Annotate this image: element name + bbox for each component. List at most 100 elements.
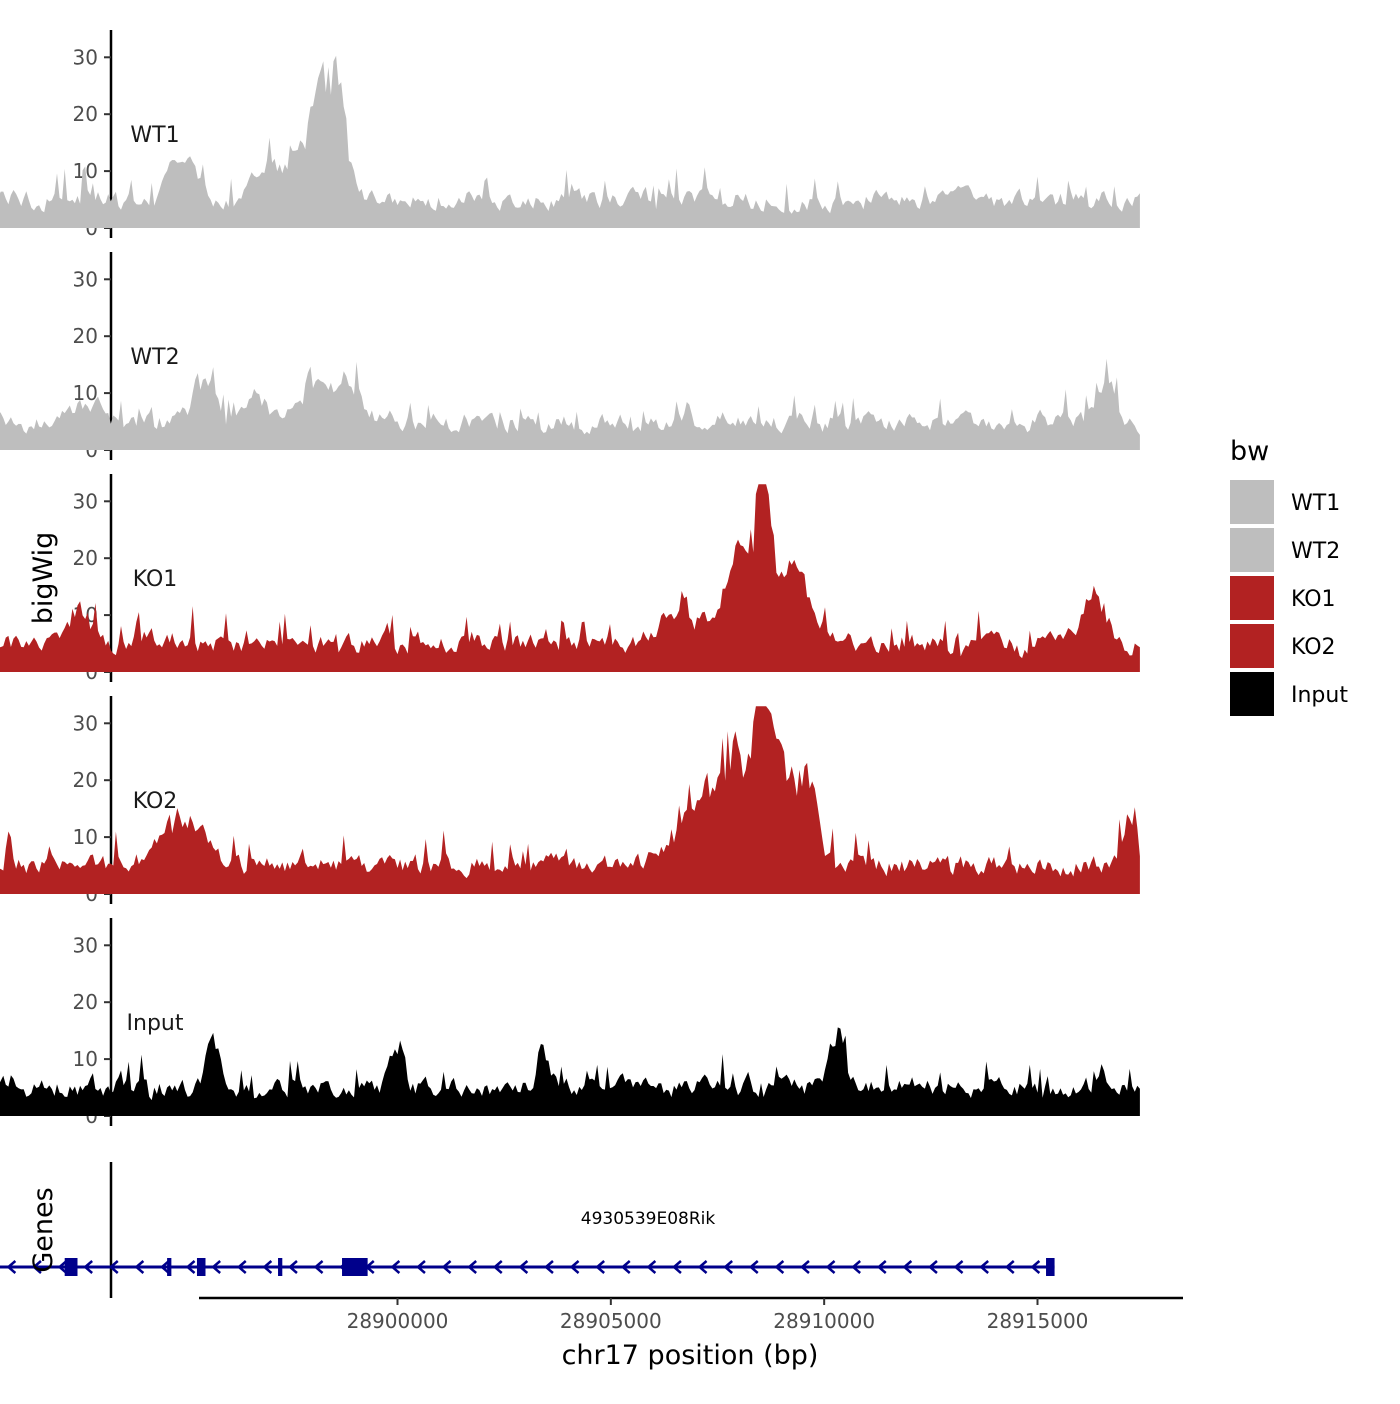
strand-arrow — [467, 1260, 477, 1274]
legend-swatch-input — [1230, 672, 1274, 716]
panel-input: 0102030Input — [0, 918, 1140, 1128]
strand-arrow — [544, 1260, 554, 1274]
strand-arrow — [569, 1260, 580, 1274]
legend-label-ko1: KO1 — [1291, 587, 1336, 612]
strand-arrow — [185, 1260, 196, 1274]
strand-arrow — [441, 1260, 452, 1274]
strand-arrow — [83, 1260, 93, 1274]
strand-arrow — [979, 1260, 989, 1274]
strand-arrow — [800, 1260, 810, 1274]
y-tick-label: 30 — [73, 711, 98, 735]
y-tick-label: 20 — [73, 990, 98, 1014]
legend-swatch-ko1 — [1230, 576, 1274, 620]
panel-ko2: 0102030KO2 — [0, 696, 1140, 906]
strand-arrow — [57, 1260, 68, 1274]
panel-wt2: 0102030WT2 — [0, 252, 1140, 462]
strand-arrow — [492, 1260, 503, 1274]
y-tick-label: 20 — [73, 102, 98, 126]
x-axis-title: chr17 position (bp) — [562, 1340, 819, 1371]
strand-arrow — [236, 1260, 247, 1274]
gene-exon — [196, 1258, 206, 1276]
legend-title: bw — [1230, 436, 1269, 467]
strand-arrow — [902, 1260, 913, 1274]
strand-arrow — [748, 1260, 759, 1274]
signal-area-ko2 — [0, 706, 1140, 894]
gene-exon — [167, 1258, 172, 1276]
strand-arrow — [1030, 1260, 1041, 1274]
x-tick-label: 28905000 — [560, 1309, 662, 1333]
signal-area-wt1 — [0, 55, 1140, 228]
track-label-ko2: KO2 — [133, 789, 178, 814]
y-tick-label: 30 — [73, 267, 98, 291]
y-axis-title: bigWig — [28, 532, 59, 625]
strand-arrow — [160, 1260, 170, 1274]
legend-swatch-ko2 — [1230, 624, 1274, 668]
y-tick-label: 10 — [73, 825, 98, 849]
legend-label-input: Input — [1291, 683, 1348, 708]
strand-arrow — [108, 1260, 119, 1274]
gene-panel: 4930539E08Rik — [0, 1162, 1055, 1298]
strand-arrow — [518, 1260, 529, 1274]
y-tick-label: 10 — [73, 1047, 98, 1071]
strand-arrow — [339, 1260, 349, 1274]
gene-exon — [342, 1258, 368, 1276]
strand-arrow — [928, 1260, 938, 1274]
strand-arrow — [364, 1260, 375, 1274]
y-tick-label: 10 — [73, 381, 98, 405]
strand-arrow — [134, 1260, 145, 1274]
strand-arrow — [620, 1260, 631, 1274]
x-tick-label: 28915000 — [987, 1309, 1089, 1333]
x-tick-label: 28910000 — [773, 1309, 875, 1333]
y-tick-label: 30 — [73, 45, 98, 69]
gene-exon — [1046, 1258, 1055, 1276]
strand-arrow — [262, 1260, 273, 1274]
strand-arrow — [313, 1260, 324, 1274]
genes-axis-title: Genes — [28, 1187, 59, 1272]
gene-body — [0, 1258, 1055, 1276]
strand-arrow — [723, 1260, 733, 1274]
strand-arrow — [876, 1260, 887, 1274]
gene-name-label: 4930539E08Rik — [581, 1209, 716, 1229]
track-label-wt2: WT2 — [130, 345, 179, 370]
strand-arrow — [32, 1260, 42, 1274]
strand-arrow — [825, 1260, 836, 1274]
signal-area-wt2 — [0, 358, 1140, 450]
gene-exon — [278, 1258, 283, 1276]
strand-arrow — [211, 1260, 221, 1274]
strand-arrow — [697, 1260, 708, 1274]
signal-panels: 0102030WT10102030WT20102030KO10102030KO2… — [0, 30, 1140, 1128]
strand-arrow — [851, 1260, 861, 1274]
legend-swatch-wt2 — [1230, 528, 1274, 572]
x-tick-label: 28900000 — [347, 1309, 449, 1333]
panel-ko1: 0102030KO1 — [0, 474, 1140, 684]
y-tick-label: 20 — [73, 546, 98, 570]
track-label-input: Input — [127, 1011, 184, 1036]
strand-arrow — [1004, 1260, 1015, 1274]
strand-arrow — [416, 1260, 426, 1274]
track-label-ko1: KO1 — [133, 567, 178, 592]
signal-area-ko1 — [0, 484, 1140, 672]
legend-label-wt2: WT2 — [1291, 539, 1340, 564]
x-axis: 28900000 28905000 28910000 28915000 — [199, 1296, 1183, 1333]
legend-swatch-wt1 — [1230, 480, 1274, 524]
strand-arrow — [288, 1260, 298, 1274]
strand-arrow — [595, 1260, 605, 1274]
y-tick-label: 20 — [73, 768, 98, 792]
strand-arrow — [6, 1260, 17, 1274]
legend-label-wt1: WT1 — [1291, 491, 1340, 516]
strand-arrow — [672, 1260, 682, 1274]
y-tick-label: 30 — [73, 489, 98, 513]
track-label-wt1: WT1 — [130, 123, 179, 148]
legend: bw WT1 WT2 KO1 KO2 Input — [1230, 436, 1348, 716]
strand-arrow — [774, 1260, 785, 1274]
y-tick-label: 30 — [73, 933, 98, 957]
y-tick-label: 20 — [73, 324, 98, 348]
panel-wt1: 0102030WT1 — [0, 30, 1140, 240]
strand-arrow — [646, 1260, 657, 1274]
strand-arrow — [953, 1260, 964, 1274]
strand-arrow — [390, 1260, 401, 1274]
gene-exon — [64, 1258, 78, 1276]
signal-area-input — [0, 1027, 1140, 1116]
